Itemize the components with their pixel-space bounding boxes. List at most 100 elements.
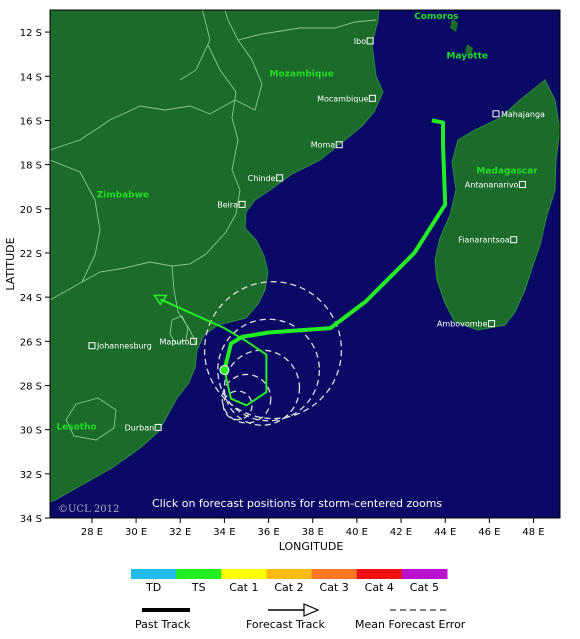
scale-label: TS [191, 581, 206, 594]
city-label: Durban [125, 423, 155, 432]
lon-tick-label: 48 E [522, 527, 544, 538]
scale-label: Cat 3 [320, 581, 349, 594]
forecast-error-circle[interactable] [221, 373, 272, 424]
border-mozambique-tanzania [237, 19, 377, 41]
city-label: Ambovombe [437, 320, 488, 329]
scale-swatch [221, 569, 267, 579]
country-labels: Comoros Mozambique Mayotte Madagascar Zimbab… [56, 12, 538, 433]
madagascar [434, 79, 560, 331]
current-position-marker[interactable] [219, 365, 230, 376]
border-swaziland [169, 315, 189, 345]
scale-label: Cat 4 [365, 581, 394, 594]
lon-tick-label: 42 E [390, 527, 412, 538]
scale-label: Cat 1 [229, 581, 258, 594]
africa-mainland [50, 10, 384, 503]
intensity-scale: TD TS Cat 1 Cat 2 Cat 3 Cat 4 Cat 5 [131, 569, 448, 594]
forecast-error-circle[interactable] [222, 390, 253, 421]
city-marker [335, 141, 343, 149]
lat-tick-label: 32 S [20, 470, 42, 481]
lon-axis: 28 E 30 E 32 E 34 E 36 E 38 E 40 E 42 E 44 E 46 E… [81, 518, 545, 538]
forecast-error-circle[interactable] [223, 349, 301, 426]
country-label: Mayotte [447, 52, 489, 62]
lat-axis: 12 S 14 S 16 S 18 S 20 S 22 S 24 S 26 S 28 S 30 S… [20, 28, 50, 525]
country-label: Mozambique [270, 69, 334, 79]
landmasses [50, 10, 560, 503]
scale-swatch [356, 569, 403, 579]
lat-tick-label: 18 S [20, 161, 42, 172]
lon-tick-label: 30 E [125, 527, 147, 538]
city-label: Antananarivo [465, 180, 519, 189]
zoom-notice[interactable]: Click on forecast positions for storm-ce… [152, 497, 442, 510]
border-zimbabwe-zambia [50, 105, 211, 151]
city-label: Mahajanga [501, 110, 545, 119]
past-track-line[interactable] [222, 118, 448, 371]
forecast-end-marker[interactable] [152, 294, 168, 306]
forecast-error-circles[interactable] [203, 281, 343, 426]
cities: Ibo Mocambique Mahajanga Moma Chinde Antanana… [88, 37, 545, 432]
y-axis-title: LATITUDE [4, 237, 17, 290]
city-marker [276, 174, 284, 182]
scale-swatch [311, 569, 358, 579]
country-label: Madagascar [476, 166, 538, 176]
forecast-arrow-icon [303, 603, 320, 617]
city-marker [368, 94, 376, 102]
city-label: Fianarantsoa [458, 236, 510, 245]
lon-tick-label: 36 E [257, 527, 279, 538]
border-lesotho [65, 397, 117, 441]
border-zimbabwe-south-africa [81, 261, 173, 283]
city-marker [88, 342, 96, 350]
country-label: Lesotho [56, 423, 96, 433]
city-label: Johannesburg [96, 342, 152, 351]
city-label: Maputo [160, 337, 190, 346]
border-zimbabwe-botswana [50, 159, 101, 283]
lat-tick-label: 26 S [20, 337, 42, 348]
lon-tick-label: 38 E [302, 527, 324, 538]
city-marker [190, 337, 198, 345]
lat-tick-label: 34 S [20, 514, 42, 525]
mean-error-legend-label: Mean Forecast Error [355, 618, 466, 631]
city-label: Mocambique [317, 94, 368, 103]
scale-swatch [266, 569, 313, 579]
lon-tick-label: 28 E [81, 527, 103, 538]
forecast-track-legend-label: Forecast Track [246, 618, 325, 631]
lat-tick-label: 24 S [20, 293, 42, 304]
lon-tick-label: 46 E [478, 527, 500, 538]
lon-tick-label: 40 E [346, 527, 368, 538]
mayotte-island [465, 44, 473, 56]
x-axis-title: LONGITUDE [279, 540, 344, 553]
lat-tick-label: 20 S [20, 205, 42, 216]
city-label: Chinde [248, 174, 276, 183]
country-label: Zimbabwe [97, 191, 149, 201]
border-south-africa-mozambique [171, 265, 197, 345]
city-marker [518, 180, 526, 188]
plot-frame [49, 9, 561, 519]
copyright-text: ©UCL 2012 [58, 504, 119, 515]
forecast-track-line[interactable] [159, 298, 268, 407]
lat-tick-label: 16 S [20, 116, 42, 127]
country-label: Comoros [414, 12, 458, 22]
storm-tracks[interactable] [152, 118, 448, 407]
lon-tick-label: 32 E [169, 527, 191, 538]
border-south-africa-north [50, 281, 83, 301]
border-mozambique-malawi [209, 10, 263, 115]
forecast-error-circle[interactable] [203, 281, 343, 420]
lon-tick-label: 34 E [213, 527, 235, 538]
scale-label: Cat 5 [410, 581, 439, 594]
track-legend: Past Track Forecast Track Mean Forecast … [135, 603, 466, 631]
lat-tick-label: 30 S [20, 426, 42, 437]
border-malawi-zambia [179, 10, 211, 81]
country-borders [50, 10, 377, 441]
past-track-legend-label: Past Track [135, 618, 191, 631]
scale-swatch [401, 569, 448, 579]
city-marker [492, 110, 500, 118]
city-marker [154, 423, 162, 431]
lat-tick-label: 12 S [20, 28, 42, 39]
city-label: Beira [217, 200, 238, 209]
lat-tick-label: 28 S [20, 381, 42, 392]
forecast-error-circle[interactable] [217, 318, 321, 422]
city-marker [366, 37, 374, 45]
city-marker [488, 320, 496, 328]
city-marker [510, 236, 518, 244]
comoros-island [450, 18, 458, 32]
